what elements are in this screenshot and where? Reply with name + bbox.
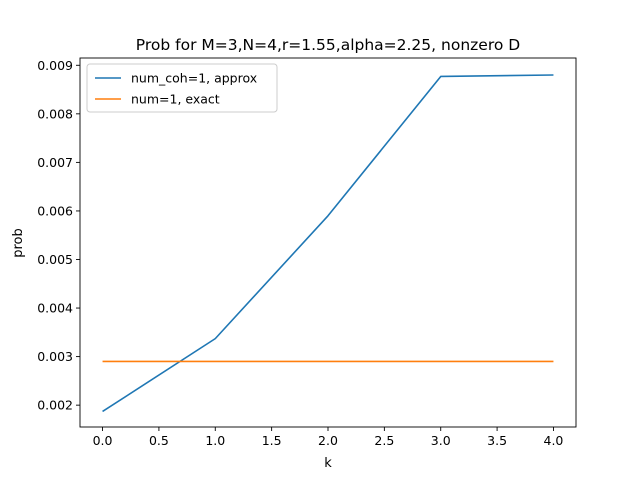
y-tick-label: 0.007	[37, 155, 73, 170]
y-tick-label: 0.008	[37, 106, 73, 121]
x-tick-label: 3.5	[487, 433, 507, 448]
x-tick-label: 2.5	[374, 433, 394, 448]
legend-box	[86, 63, 278, 113]
x-tick-label: 3.0	[431, 433, 451, 448]
y-tick-label: 0.009	[37, 58, 73, 73]
legend-label: num=1, exact	[131, 92, 220, 107]
x-tick-label: 4.0	[544, 433, 564, 448]
y-axis-label: prob	[11, 228, 26, 258]
series-line-1	[102, 74, 554, 413]
plot-area: 0.0 0.5 1.0 1.5 2.0 2.5 3.0 3.5 4.0 0.002 0.003 0.0…	[37, 57, 577, 448]
x-tick-label: 1.0	[205, 433, 225, 448]
chart-title: Prob for M=3,N=4,r=1.55,alpha=2.25, nonz…	[136, 36, 520, 54]
y-tick-label: 0.006	[37, 203, 73, 218]
y-tick-label: 0.004	[37, 301, 73, 316]
legend-label: num_coh=1, approx	[131, 71, 257, 86]
x-axis-label: k	[324, 456, 332, 471]
y-tick-label: 0.005	[37, 252, 73, 267]
x-tick-label: 0.0	[93, 433, 113, 448]
y-tick-label: 0.002	[37, 398, 73, 413]
x-tick-label: 1.5	[262, 433, 282, 448]
x-tick-label: 2.0	[318, 433, 338, 448]
y-tick-label: 0.003	[37, 349, 73, 364]
x-tick-label: 0.5	[149, 433, 169, 448]
